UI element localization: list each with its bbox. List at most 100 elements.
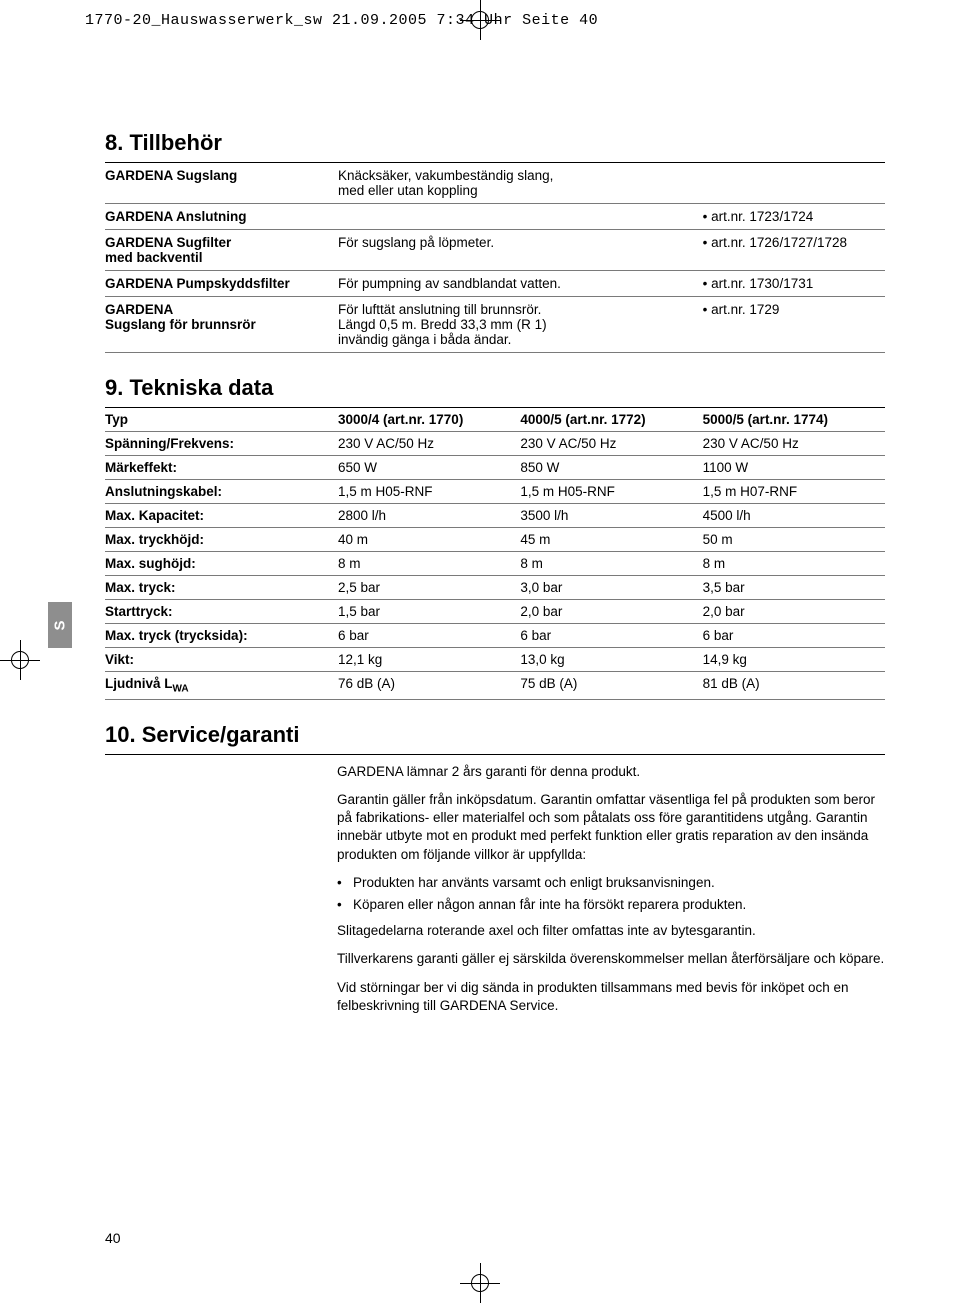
table-cell: 76 dB (A)	[338, 672, 520, 700]
table-cell: 8 m	[520, 552, 702, 576]
warranty-bullets: Produkten har använts varsamt och enligt…	[337, 874, 885, 914]
table-row: Märkeffekt:650 W850 W1100 W	[105, 456, 885, 480]
table-cell: 2,0 bar	[703, 600, 885, 624]
table-cell: 40 m	[338, 528, 520, 552]
accessory-name: GARDENA Anslutning	[105, 204, 338, 230]
table-header-cell: 5000/5 (art.nr. 1774)	[703, 408, 885, 432]
page-content: 8. Tillbehör GARDENA SugslangKnäcksäker,…	[105, 130, 885, 1025]
table-row: Max. sughöjd:8 m8 m8 m	[105, 552, 885, 576]
accessory-artnr	[703, 163, 885, 204]
accessory-desc: För pumpning av sandblandat vatten.	[338, 271, 703, 297]
table-cell: 2,5 bar	[338, 576, 520, 600]
accessories-table: GARDENA SugslangKnäcksäker, vakumbeständ…	[105, 162, 885, 353]
accessory-name: GARDENA Sugfiltermed backventil	[105, 230, 338, 271]
accessory-desc: För sugslang på löpmeter.	[338, 230, 703, 271]
table-cell: Max. Kapacitet:	[105, 504, 338, 528]
side-tab-label: S	[51, 620, 68, 630]
warranty-bullet-2: Köparen eller någon annan får inte ha fö…	[337, 896, 885, 914]
warranty-p1: GARDENA lämnar 2 års garanti för denna p…	[337, 763, 885, 781]
accessory-desc: För lufttät anslutning till brunnsrör.Lä…	[338, 297, 703, 353]
section-10-heading: 10. Service/garanti	[105, 722, 885, 748]
accessory-name: GARDENASugslang för brunnsrör	[105, 297, 338, 353]
table-cell: 230 V AC/50 Hz	[520, 432, 702, 456]
table-cell: 650 W	[338, 456, 520, 480]
section-9: 9. Tekniska data Typ3000/4 (art.nr. 1770…	[105, 375, 885, 700]
table-cell: Märkeffekt:	[105, 456, 338, 480]
table-cell: 1,5 m H05-RNF	[338, 480, 520, 504]
warranty-text: GARDENA lämnar 2 års garanti för denna p…	[337, 763, 885, 1015]
table-cell: 3,0 bar	[520, 576, 702, 600]
table-cell: 230 V AC/50 Hz	[338, 432, 520, 456]
table-cell: 75 dB (A)	[520, 672, 702, 700]
table-cell: Max. sughöjd:	[105, 552, 338, 576]
table-row: GARDENASugslang för brunnsrörFör lufttät…	[105, 297, 885, 353]
table-cell: 2800 l/h	[338, 504, 520, 528]
accessory-artnr: art.nr. 1726/1727/1728	[703, 230, 885, 271]
table-row: Max. tryck:2,5 bar3,0 bar3,5 bar	[105, 576, 885, 600]
table-header-row: Typ3000/4 (art.nr. 1770)4000/5 (art.nr. …	[105, 408, 885, 432]
table-cell: 45 m	[520, 528, 702, 552]
accessory-artnr: art.nr. 1729	[703, 297, 885, 353]
accessory-desc: Knäcksäker, vakumbeständig slang,med ell…	[338, 163, 703, 204]
table-cell: 1,5 bar	[338, 600, 520, 624]
table-cell: 1,5 m H07-RNF	[703, 480, 885, 504]
section-10: 10. Service/garanti GARDENA lämnar 2 års…	[105, 722, 885, 1015]
warranty-p2: Garantin gäller från inköpsdatum. Garant…	[337, 791, 885, 864]
table-row: Anslutningskabel:1,5 m H05-RNF1,5 m H05-…	[105, 480, 885, 504]
table-header-cell: 3000/4 (art.nr. 1770)	[338, 408, 520, 432]
table-cell: 6 bar	[338, 624, 520, 648]
table-cell: 4500 l/h	[703, 504, 885, 528]
warranty-p3: Slitagedelarna roterande axel och filter…	[337, 922, 885, 940]
print-header: 1770-20_Hauswasserwerk_sw 21.09.2005 7:3…	[85, 12, 598, 29]
table-cell: 8 m	[338, 552, 520, 576]
table-header-cell: 4000/5 (art.nr. 1772)	[520, 408, 702, 432]
table-row: Spänning/Frekvens:230 V AC/50 Hz230 V AC…	[105, 432, 885, 456]
table-cell: Anslutningskabel:	[105, 480, 338, 504]
table-row: GARDENA Sugfiltermed backventilFör sugsl…	[105, 230, 885, 271]
table-cell: 3500 l/h	[520, 504, 702, 528]
table-row: Ljudnivå LWA76 dB (A)75 dB (A)81 dB (A)	[105, 672, 885, 700]
table-cell: Ljudnivå LWA	[105, 672, 338, 700]
accessory-artnr: art.nr. 1723/1724	[703, 204, 885, 230]
table-row: Max. tryckhöjd:40 m45 m50 m	[105, 528, 885, 552]
side-tab: S	[48, 602, 72, 648]
accessory-name: GARDENA Sugslang	[105, 163, 338, 204]
table-cell: Max. tryck (trycksida):	[105, 624, 338, 648]
warranty-bullet-1: Produkten har använts varsamt och enligt…	[337, 874, 885, 892]
table-row: Max. Kapacitet:2800 l/h3500 l/h4500 l/h	[105, 504, 885, 528]
table-header-cell: Typ	[105, 408, 338, 432]
table-cell: Starttryck:	[105, 600, 338, 624]
registration-mark-left	[0, 640, 40, 680]
table-row: Starttryck:1,5 bar2,0 bar2,0 bar	[105, 600, 885, 624]
table-cell: 2,0 bar	[520, 600, 702, 624]
table-cell: Spänning/Frekvens:	[105, 432, 338, 456]
table-cell: 3,5 bar	[703, 576, 885, 600]
table-row: Max. tryck (trycksida):6 bar6 bar6 bar	[105, 624, 885, 648]
table-cell: 1,5 m H05-RNF	[520, 480, 702, 504]
table-cell: 13,0 kg	[520, 648, 702, 672]
tech-data-table: Typ3000/4 (art.nr. 1770)4000/5 (art.nr. …	[105, 407, 885, 700]
table-cell: 1100 W	[703, 456, 885, 480]
table-row: GARDENA Anslutning art.nr. 1723/1724	[105, 204, 885, 230]
registration-mark-top	[460, 0, 500, 40]
table-row: GARDENA PumpskyddsfilterFör pumpning av …	[105, 271, 885, 297]
table-cell: 81 dB (A)	[703, 672, 885, 700]
table-row: Vikt:12,1 kg13,0 kg14,9 kg	[105, 648, 885, 672]
table-cell: 230 V AC/50 Hz	[703, 432, 885, 456]
page-number: 40	[105, 1230, 121, 1246]
section-8: 8. Tillbehör GARDENA SugslangKnäcksäker,…	[105, 130, 885, 353]
table-cell: 6 bar	[520, 624, 702, 648]
section-9-heading: 9. Tekniska data	[105, 375, 885, 401]
table-cell: 12,1 kg	[338, 648, 520, 672]
warranty-p5: Vid störningar ber vi dig sända in produ…	[337, 979, 885, 1015]
table-cell: Max. tryckhöjd:	[105, 528, 338, 552]
accessory-name: GARDENA Pumpskyddsfilter	[105, 271, 338, 297]
accessory-artnr: art.nr. 1730/1731	[703, 271, 885, 297]
table-cell: Vikt:	[105, 648, 338, 672]
table-cell: 850 W	[520, 456, 702, 480]
table-cell: 14,9 kg	[703, 648, 885, 672]
table-cell: 8 m	[703, 552, 885, 576]
table-cell: 50 m	[703, 528, 885, 552]
registration-mark-bottom	[460, 1263, 500, 1303]
table-row: GARDENA SugslangKnäcksäker, vakumbeständ…	[105, 163, 885, 204]
